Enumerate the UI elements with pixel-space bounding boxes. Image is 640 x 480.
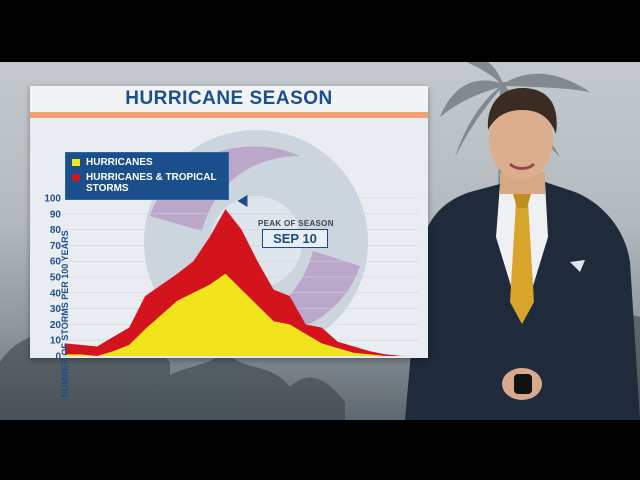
y-axis-label: NUMBER OF STORMS PER 100 YEARS: [60, 230, 70, 398]
y-tick-label: 100: [44, 194, 61, 205]
peak-marker-arrow: [237, 195, 248, 208]
y-tick-label: 0: [55, 352, 61, 359]
y-tick-label: 70: [50, 241, 62, 252]
peak-annotation-label: PEAK OF SEASON: [258, 219, 334, 228]
hurricane-season-chart: 0102030405060708090100MAY 10JUNE 20JUL. …: [44, 130, 418, 359]
chart-panel: HURRICANE SEASON 0102030405060708090100M…: [30, 86, 428, 398]
y-tick-label: 30: [50, 304, 62, 315]
legend-label-hurricanes-and-tropical-storms: HURRICANES & TROPICAL STORMS: [86, 172, 217, 194]
legend-entry-hurricanes-and-tropical-storms: HURRICANES & TROPICAL STORMS: [72, 172, 218, 194]
y-tick-label: 80: [50, 225, 62, 236]
legend-label-hurricanes: HURRICANES: [86, 157, 153, 168]
legend-swatch-hurricanes-and-tropical-storms: [72, 174, 80, 181]
y-tick-label: 10: [50, 336, 62, 347]
meteorologist-figure: [405, 87, 640, 420]
legend-swatch-hurricanes: [72, 159, 80, 166]
y-tick-label: 50: [50, 273, 62, 284]
series-area-hurricanes-and-tropical-storms: [65, 209, 418, 356]
y-tick-label: 40: [50, 288, 62, 299]
chart-title: HURRICANE SEASON: [30, 86, 428, 118]
legend-entry-hurricanes: HURRICANES: [72, 157, 153, 168]
y-tick-label: 60: [50, 257, 62, 268]
chart-legend: HURRICANES HURRICANES & TROPICAL STORMS: [65, 152, 229, 200]
y-tick-label: 90: [50, 209, 62, 220]
broadcast-frame: HURRICANE SEASON 0102030405060708090100M…: [0, 62, 640, 420]
y-tick-label: 20: [50, 320, 62, 331]
series-area-hurricanes: [65, 273, 418, 356]
peak-annotation-value: SEP 10: [262, 229, 328, 248]
